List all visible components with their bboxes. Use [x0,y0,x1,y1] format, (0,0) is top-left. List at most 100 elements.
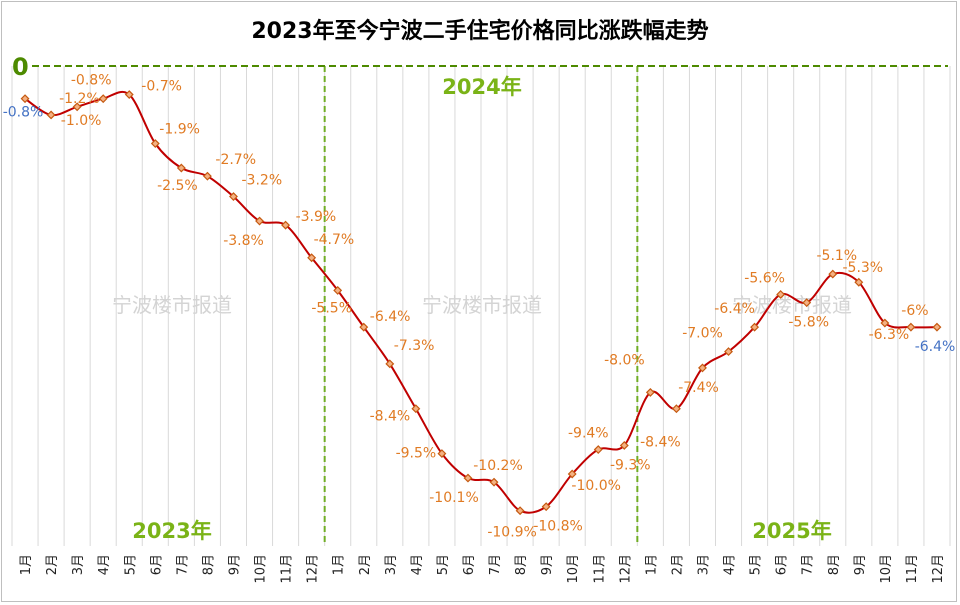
data-point [359,322,369,332]
data-label: -5.8% [788,315,829,331]
data-point [854,277,864,287]
x-tick-label: 9月 [540,554,555,575]
data-point [229,192,238,202]
data-point [98,94,108,104]
data-labels: -0.8% -1.2% -1.0% -0.8% -0.7% -1.9% -2.5% -2.7%… [3,73,956,541]
data-point [437,449,447,459]
data-label: -8.4% [640,435,681,451]
data-label: -6% [901,303,928,319]
data-point [802,298,812,308]
x-tick-label: 11月 [905,554,920,584]
data-label: -3.2% [242,173,283,189]
x-tick-label: 2月 [358,554,373,575]
data-point [281,220,291,230]
data-label: -6.4% [370,309,411,325]
data-point [932,322,942,332]
data-point [750,322,760,332]
data-label: -10.8% [533,519,583,535]
x-tick-label: 4月 [723,554,738,575]
data-point [541,502,551,512]
x-tick-label: 9月 [853,554,868,575]
zero-label: 0 [12,53,29,81]
x-tick-label: 11月 [592,554,607,584]
data-label: -2.5% [157,178,198,194]
x-tick-label: 1月 [644,554,659,575]
x-tick-label: 12月 [618,554,633,584]
data-label: -8.0% [604,352,645,368]
data-point [828,269,838,279]
data-point [46,110,56,120]
x-tick-label: 5月 [749,554,764,575]
watermark-text: 宁波楼市报道 [422,293,542,317]
data-label: -7.3% [394,338,435,354]
x-tick-label: 10月 [254,554,269,584]
year-label: 2023年 [132,519,211,543]
data-label: -1.0% [61,113,102,129]
data-label: -0.7% [141,79,182,95]
data-label: -5.6% [744,271,785,287]
data-label: -10.9% [487,525,537,541]
x-tick-label: 4月 [410,554,425,575]
x-tick-label: 10月 [566,554,581,584]
x-tick-label: 8月 [201,554,216,575]
data-label: -3.9% [296,209,337,225]
data-point [619,440,629,450]
x-tick-label: 7月 [175,554,190,575]
chart-title: 2023年至今宁波二手住宅价格同比涨跌幅走势 [251,18,708,44]
data-point [515,506,525,516]
series-markers [20,90,942,516]
data-label: -2.7% [215,152,256,168]
year-dividers [323,66,639,546]
data-label: -4.7% [314,232,355,248]
data-label: -10.0% [571,478,621,494]
data-point [645,387,655,397]
x-tick-label: 4月 [97,554,112,575]
data-point [124,90,134,100]
data-label: -6.3% [869,327,910,343]
data-label: -7.4% [678,380,719,396]
data-label: -10.1% [429,490,479,506]
data-label: -1.9% [159,122,200,138]
data-point [489,477,499,487]
data-label: -10.2% [473,458,523,474]
data-point [385,359,395,369]
data-label: -7.0% [682,326,723,342]
data-point [20,94,30,104]
watermark-text: 宁波楼市报道 [112,293,232,317]
year-label: 2025年 [752,519,831,543]
data-label: -6.4% [915,339,956,355]
data-label: -0.8% [71,73,112,89]
x-tick-label: 6月 [462,554,477,575]
data-label: -0.8% [3,105,44,121]
data-point [150,139,160,148]
data-point [776,290,786,299]
data-point [567,469,577,479]
data-point [307,253,317,263]
x-tick-label: 11月 [280,554,295,584]
x-tick-label: 3月 [384,554,399,575]
x-tick-label: 8月 [827,554,842,575]
x-tick-label: 6月 [149,554,164,575]
watermarks: 宁波楼市报道 宁波楼市报道 宁波楼市报道 [112,293,852,317]
data-label: -5.3% [842,260,883,276]
data-point [724,347,733,357]
x-tick-label: 12月 [306,554,321,584]
data-point [671,404,681,414]
x-tick-label: 9月 [227,554,242,575]
x-tick-label: 3月 [696,554,711,575]
data-label: -5.1% [816,248,857,264]
data-point [698,363,707,373]
data-point [880,318,890,328]
data-label: -9.3% [610,457,651,473]
data-point [333,285,343,295]
data-point [176,163,186,173]
x-tick-label: 7月 [801,554,816,575]
x-tick-label: 5月 [123,554,138,575]
x-tick-label: 6月 [775,554,790,575]
data-label: -9.5% [396,446,437,462]
data-label: -1.2% [59,91,100,107]
data-point [72,102,82,112]
x-tick-label: 2月 [670,554,685,575]
